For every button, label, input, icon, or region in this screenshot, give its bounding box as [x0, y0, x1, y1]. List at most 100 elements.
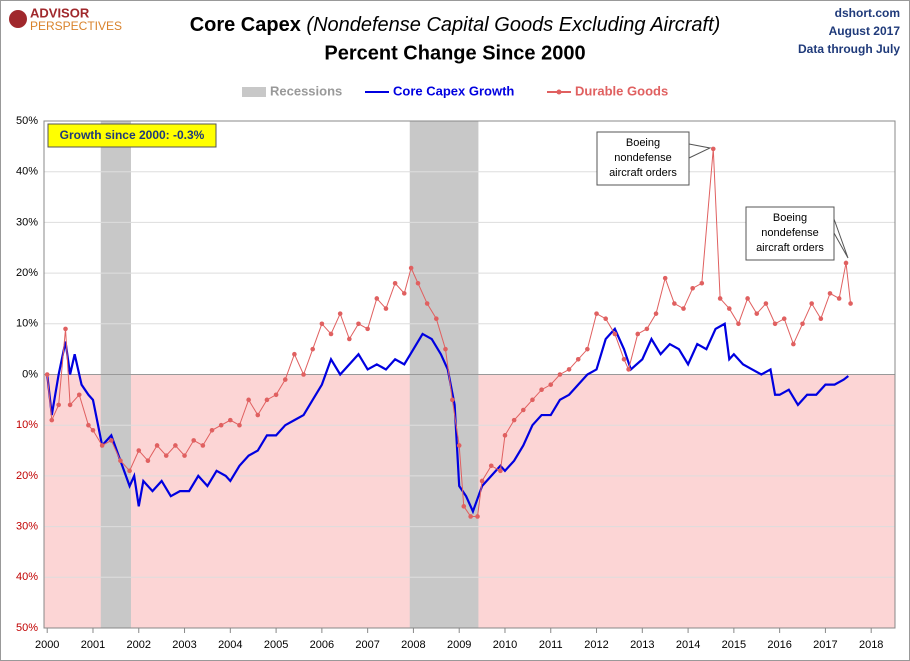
point	[145, 458, 151, 463]
point	[200, 443, 206, 448]
growth-box	[47, 123, 217, 148]
callout-text: aircraft orders	[756, 242, 824, 254]
y-tick-label: 30%	[16, 216, 38, 228]
point	[488, 463, 494, 469]
point	[450, 397, 455, 403]
point	[635, 331, 641, 337]
x-tick-label: 2015	[722, 639, 746, 651]
point	[255, 412, 261, 418]
point	[754, 311, 760, 316]
chart-title: Core Capex (Nondefense Capital Goods Exc…	[190, 14, 721, 36]
y-tick-label: 20%	[16, 267, 38, 279]
x-tick-label: 2002	[127, 639, 151, 651]
legend-label: Recessions	[270, 83, 342, 98]
point	[818, 316, 824, 322]
point	[264, 397, 270, 403]
point	[745, 296, 750, 301]
point	[63, 326, 68, 332]
point	[76, 392, 82, 398]
x-tick-label: 2001	[81, 639, 105, 651]
point	[282, 377, 288, 382]
point	[827, 291, 833, 296]
point	[99, 443, 105, 448]
point	[791, 341, 796, 347]
title-italic: (Nondefense Capital Goods Excluding Airc…	[306, 14, 720, 36]
point	[392, 280, 398, 286]
point	[273, 392, 279, 398]
plot-border	[43, 120, 896, 629]
x-tick-label: 2016	[767, 639, 791, 651]
point	[209, 427, 215, 433]
point	[502, 433, 508, 438]
point	[621, 356, 627, 362]
x-tick-label: 2005	[264, 639, 288, 651]
point	[67, 402, 73, 408]
point	[337, 311, 343, 316]
point	[49, 417, 55, 423]
point	[127, 468, 132, 474]
point	[415, 280, 421, 286]
point	[468, 514, 473, 519]
callout-pointer	[688, 143, 712, 159]
point	[383, 306, 389, 311]
point	[365, 326, 370, 332]
point	[530, 397, 535, 403]
y-tick-label: 0%	[22, 368, 38, 380]
point	[699, 280, 705, 286]
point	[456, 443, 462, 448]
x-tick-label: 2018	[859, 639, 883, 651]
point	[653, 311, 659, 316]
y-tick-label: 30%	[16, 521, 38, 533]
point	[539, 387, 544, 393]
point	[843, 260, 849, 266]
point	[319, 321, 325, 327]
point	[228, 417, 233, 423]
point	[585, 346, 590, 352]
point	[594, 311, 599, 316]
growth-text: Growth since 2000: -0.3%	[60, 128, 205, 142]
point	[246, 397, 251, 403]
callout-box	[745, 206, 835, 261]
y-tick-label: 10%	[16, 318, 38, 330]
point	[736, 321, 741, 327]
callout-pointer	[833, 218, 849, 259]
x-tick-label: 2017	[813, 639, 837, 651]
point	[548, 382, 554, 387]
point	[356, 321, 361, 327]
point	[56, 402, 61, 408]
x-tick-label: 2010	[493, 639, 517, 651]
x-tick-label: 2014	[676, 639, 700, 651]
source: August 2017	[829, 24, 901, 38]
y-tick-label: 10%	[16, 419, 38, 431]
point	[310, 346, 316, 352]
point	[566, 367, 572, 372]
point	[154, 443, 160, 448]
point	[672, 301, 677, 306]
x-tick-label: 2000	[35, 639, 59, 651]
point	[836, 296, 842, 301]
point	[626, 367, 631, 372]
point	[848, 301, 853, 306]
callout-box	[596, 131, 690, 186]
point	[717, 296, 723, 301]
x-tick-label: 2013	[630, 639, 654, 651]
point	[90, 427, 96, 433]
point	[511, 417, 517, 423]
legend-marker	[556, 89, 562, 95]
source: Data through July	[798, 42, 900, 56]
point	[218, 422, 224, 428]
point	[726, 306, 732, 311]
x-tick-label: 2011	[539, 639, 563, 651]
point	[479, 478, 485, 484]
series-line	[46, 322, 849, 515]
point	[237, 422, 242, 428]
point	[328, 331, 334, 337]
subtitle: Percent Change Since 2000	[324, 42, 585, 64]
point	[681, 306, 686, 311]
legend-swatch	[242, 87, 266, 97]
point	[191, 438, 196, 443]
point	[347, 336, 352, 342]
point	[690, 286, 695, 291]
y-tick-label: 50%	[16, 622, 38, 634]
logo-top: ADVISOR	[30, 5, 90, 20]
